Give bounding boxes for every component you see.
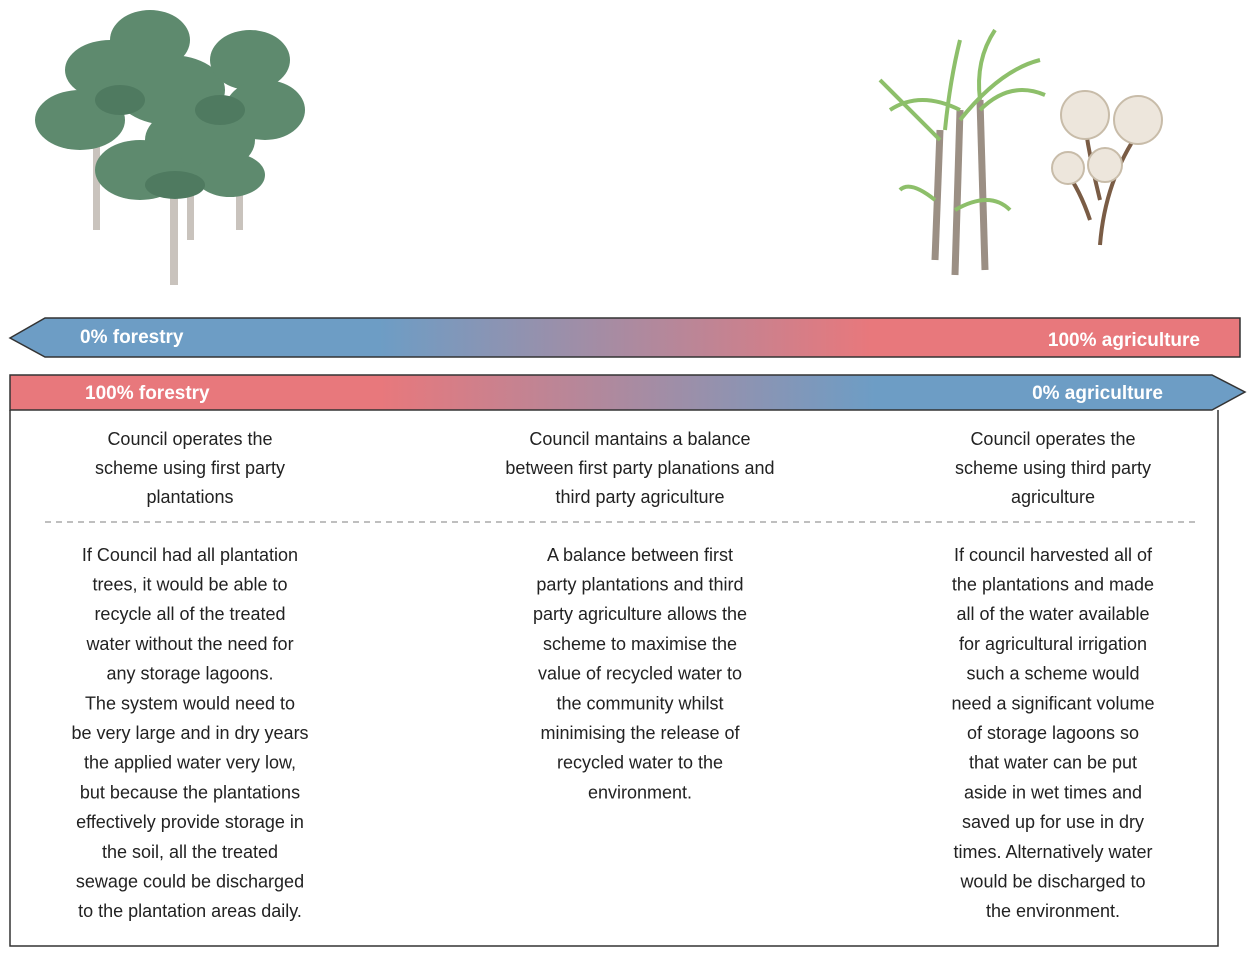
column-body: saved up for use in dry [962, 812, 1144, 832]
column-body: such a scheme would [966, 664, 1139, 684]
column-body: that water can be put [969, 753, 1137, 773]
column-body: need a significant volume [951, 693, 1154, 713]
column-body: but because the plantations [80, 782, 300, 802]
column-body: for agricultural irrigation [959, 634, 1147, 654]
arrow-label: 100% forestry [85, 383, 210, 404]
column-body: party agriculture allows the [533, 604, 747, 624]
column-heading: between first party planations and [505, 458, 774, 478]
column-body: of storage lagoons so [967, 723, 1139, 743]
column-body: all of the water available [956, 604, 1149, 624]
column-body: recycled water to the [557, 753, 723, 773]
column-body: trees, it would be able to [92, 574, 287, 594]
column-body: scheme to maximise the [543, 634, 737, 654]
column-heading: Council operates the [970, 429, 1135, 449]
column-body: If Council had all plantation [82, 545, 298, 565]
column-body: to the plantation areas daily. [78, 901, 302, 921]
column-body: times. Alternatively water [953, 842, 1152, 862]
column-body: sewage could be discharged [76, 871, 304, 891]
column-heading: third party agriculture [555, 487, 724, 507]
column-body: would be discharged to [959, 871, 1145, 891]
column-body: effectively provide storage in [76, 812, 304, 832]
column-heading: agriculture [1011, 487, 1095, 507]
column-body: the plantations and made [952, 574, 1154, 594]
column-body: A balance between first [547, 545, 733, 565]
column-body: If council harvested all of [954, 545, 1153, 565]
column-body: minimising the release of [540, 723, 740, 743]
column-body: the environment. [986, 901, 1120, 921]
column-body: The system would need to [85, 693, 295, 713]
column-body: party plantations and third [536, 574, 743, 594]
column-heading: plantations [146, 487, 233, 507]
arrow-label: 0% forestry [80, 327, 184, 348]
column-heading: Council operates the [107, 429, 272, 449]
arrow-label: 100% agriculture [1048, 330, 1200, 351]
trees-illustration [35, 10, 305, 285]
column-heading: scheme using first party [95, 458, 285, 478]
column-body: value of recycled water to [538, 664, 742, 684]
column-body: water without the need for [85, 634, 293, 654]
column-heading: scheme using third party [955, 458, 1151, 478]
crops-illustration [880, 30, 1162, 275]
column-body: environment. [588, 782, 692, 802]
column-body: any storage lagoons. [106, 664, 273, 684]
diagram: 0% forestry 100% agriculture 100% forest… [0, 0, 1247, 948]
column-heading: Council mantains a balance [529, 429, 750, 449]
arrow-label: 0% agriculture [1032, 383, 1163, 404]
column-body: the applied water very low, [84, 753, 296, 773]
column-body: the soil, all the treated [102, 842, 278, 862]
page: 0% forestry 100% agriculture 100% forest… [0, 0, 1247, 953]
column-body: aside in wet times and [964, 782, 1142, 802]
column-body: the community whilst [556, 693, 723, 713]
column-body: be very large and in dry years [71, 723, 308, 743]
column-body: recycle all of the treated [94, 604, 285, 624]
